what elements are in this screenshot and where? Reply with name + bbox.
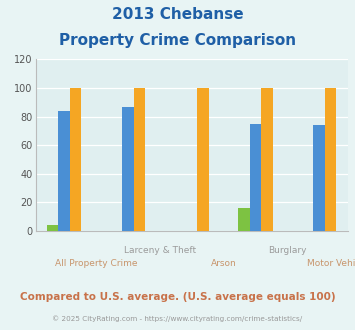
Bar [134,88,145,231]
Text: Burglary: Burglary [268,246,307,255]
Text: Arson: Arson [211,259,236,268]
Text: Motor Vehicle Theft: Motor Vehicle Theft [307,259,355,268]
Bar [238,208,250,231]
Bar [70,88,81,231]
Bar [59,111,70,231]
Bar [122,107,134,231]
Bar [197,88,209,231]
Bar [47,225,59,231]
Text: All Property Crime: All Property Crime [55,259,137,268]
Text: Property Crime Comparison: Property Crime Comparison [59,33,296,48]
Text: Compared to U.S. average. (U.S. average equals 100): Compared to U.S. average. (U.S. average … [20,292,335,302]
Text: Larceny & Theft: Larceny & Theft [124,246,196,255]
Text: 2013 Chebanse: 2013 Chebanse [112,7,243,21]
Bar [250,124,261,231]
Text: © 2025 CityRating.com - https://www.cityrating.com/crime-statistics/: © 2025 CityRating.com - https://www.city… [53,315,302,322]
Bar [325,88,337,231]
Bar [313,125,325,231]
Bar [261,88,273,231]
